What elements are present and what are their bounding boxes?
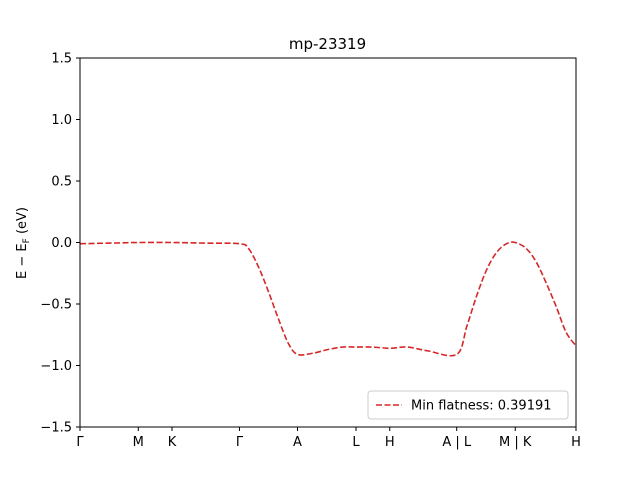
y-tick-label: 0.5: [51, 175, 72, 190]
y-tick-label: 1.5: [51, 52, 72, 67]
x-tick-label: H: [385, 435, 395, 450]
axes-frame: [79, 57, 577, 428]
y-tick-label: 0.0: [51, 236, 72, 251]
y-tick-label: 1.0: [51, 113, 72, 128]
legend: Min flatness: 0.39191: [367, 390, 569, 420]
x-tick-label: L: [352, 435, 360, 450]
series-line: [79, 241, 577, 357]
plot-area: [79, 241, 577, 357]
x-tick-label: M | K: [499, 435, 532, 450]
x-tick-label: Γ: [76, 435, 84, 450]
y-tick-label: −0.5: [40, 298, 72, 313]
y-axis-label: E − EF (eV): [15, 207, 32, 279]
x-tick-label: Γ: [236, 435, 244, 450]
x-tick-label: M: [133, 435, 144, 450]
x-tick-label: A | L: [442, 435, 472, 450]
chart-title: mp-23319: [289, 35, 366, 53]
y-tick-label: −1.5: [40, 421, 72, 436]
x-tick-label: H: [571, 435, 581, 450]
x-tick-label: A: [293, 435, 302, 450]
y-tick-label: −1.0: [40, 359, 72, 374]
legend-box: [367, 390, 569, 420]
legend-entry-label: Min flatness: 0.39191: [411, 399, 552, 414]
x-tick-label: K: [168, 435, 177, 450]
